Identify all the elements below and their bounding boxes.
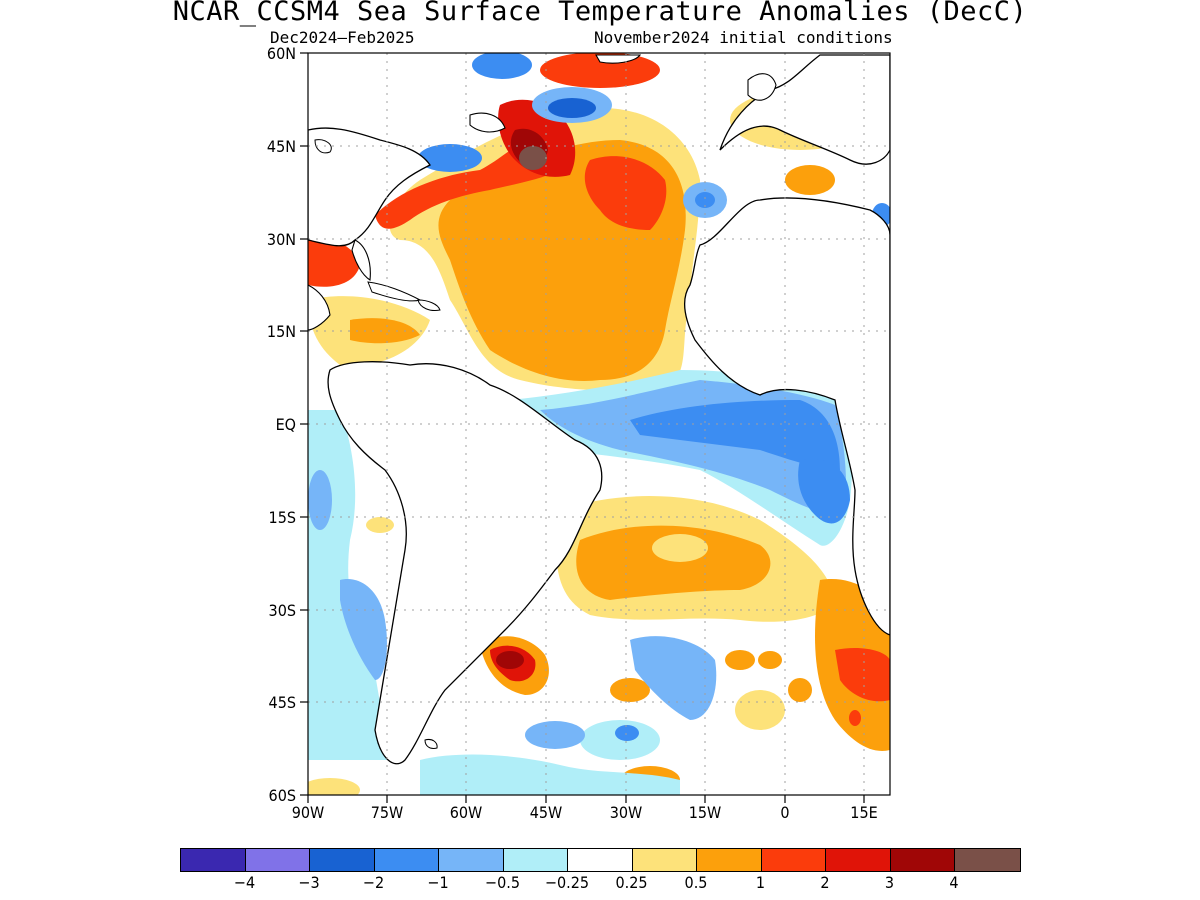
lon-label-90w: 90W bbox=[291, 803, 325, 822]
forecast-period: Dec2024–Feb2025 bbox=[270, 28, 415, 47]
falklands bbox=[424, 739, 438, 749]
africa bbox=[683, 197, 890, 636]
lat-label-45n: 45N bbox=[266, 137, 296, 156]
lon-label-15w: 15W bbox=[688, 803, 722, 822]
colorbar-tick-label: 2 bbox=[820, 873, 830, 892]
colorbar-tick-label: 0.25 bbox=[615, 873, 648, 892]
british-isles bbox=[747, 73, 777, 101]
colorbar bbox=[180, 848, 1021, 872]
colorbar-swatch bbox=[374, 849, 439, 871]
colorbar-swatch bbox=[955, 849, 1020, 871]
colorbar-swatch bbox=[568, 849, 633, 871]
lon-label-75w: 75W bbox=[370, 803, 404, 822]
newfoundland bbox=[469, 112, 506, 133]
map-title: NCAR_CCSM4 Sea Surface Temperature Anoma… bbox=[172, 0, 1028, 27]
colorbar-tick-label: 3 bbox=[884, 873, 895, 892]
south-america bbox=[327, 361, 603, 765]
great-lakes bbox=[314, 139, 332, 154]
colorbar-tick-label: −3 bbox=[298, 873, 320, 892]
initial-conditions: November2024 initial conditions bbox=[594, 28, 893, 47]
graticule bbox=[308, 53, 890, 795]
colorbar-tick-label: 1 bbox=[755, 873, 766, 892]
colorbar-tick-label: −2 bbox=[362, 873, 385, 892]
lat-label-eq: EQ bbox=[275, 415, 296, 434]
lat-label-60n: 60N bbox=[266, 44, 296, 63]
plot-frame bbox=[300, 52, 891, 803]
lat-label-60s: 60S bbox=[268, 786, 296, 805]
hispaniola bbox=[417, 299, 441, 311]
lat-label-45s: 45S bbox=[268, 693, 296, 712]
colorbar-swatch bbox=[503, 849, 568, 871]
lon-label-30w: 30W bbox=[609, 803, 643, 822]
colorbar-swatch bbox=[439, 849, 504, 871]
colorbar-tick-label: −0.25 bbox=[544, 873, 590, 892]
colorbar-swatch bbox=[761, 849, 826, 871]
lat-label-30n: 30N bbox=[266, 230, 296, 249]
lon-label-15e: 15E bbox=[850, 803, 878, 822]
lat-label-30s: 30S bbox=[268, 601, 296, 620]
colorbar-swatch bbox=[697, 849, 762, 871]
colorbar-tick-label: −4 bbox=[233, 873, 256, 892]
lon-label-0: 0 bbox=[780, 803, 790, 822]
colorbar-tick-label: 4 bbox=[949, 873, 959, 892]
colorbar-tick-label: −0.5 bbox=[485, 873, 520, 892]
colorbar-tick-label: 0.5 bbox=[684, 873, 708, 892]
lon-label-60w: 60W bbox=[449, 803, 483, 822]
colorbar-swatch bbox=[632, 849, 697, 871]
lat-label-15s: 15S bbox=[268, 508, 296, 527]
lon-label-45w: 45W bbox=[529, 803, 563, 822]
iceland bbox=[595, 54, 642, 64]
lat-label-15n: 15N bbox=[266, 322, 296, 341]
colorbar-swatch bbox=[181, 849, 246, 871]
central-america bbox=[308, 284, 331, 331]
colorbar-swatch bbox=[890, 849, 955, 871]
anomaly-field bbox=[308, 53, 890, 795]
colorbar-tick-label: −1 bbox=[427, 873, 449, 892]
colorbar-swatch bbox=[245, 849, 310, 871]
colorbar-swatch bbox=[826, 849, 891, 871]
florida bbox=[351, 239, 371, 281]
colorbar-swatch bbox=[310, 849, 375, 871]
north-america bbox=[308, 127, 431, 247]
